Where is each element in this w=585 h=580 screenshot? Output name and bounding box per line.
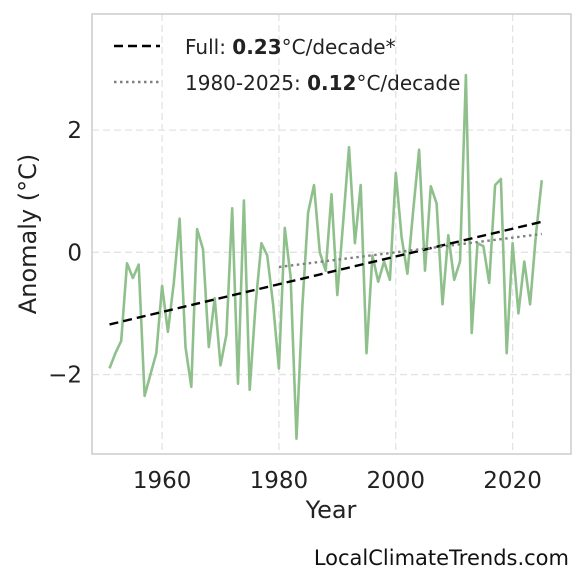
- trend-line-recent: [278, 232, 542, 269]
- x-axis-label: Year: [305, 496, 357, 524]
- y-tick-label: 0: [67, 240, 82, 266]
- legend-recent-label: 1980-2025:: [185, 71, 307, 95]
- y-tick-label: 2: [67, 118, 82, 144]
- legend-recent-value: 0.12: [307, 71, 356, 95]
- legend-full-label: Full:: [185, 35, 232, 59]
- legend-full-unit: °C/decade*: [282, 35, 396, 59]
- credit-text: LocalClimateTrends.com: [313, 546, 569, 570]
- x-tick-label: 2000: [366, 468, 425, 494]
- x-tick-label: 1980: [250, 468, 309, 494]
- legend-entry-full: Full: 0.23°C/decade*: [185, 35, 396, 59]
- legend: Full: 0.23°C/decade* 1980-2025: 0.12°C/d…: [114, 35, 460, 95]
- legend-full-value: 0.23: [232, 35, 281, 59]
- y-axis-label: Anomaly (°C): [14, 154, 42, 314]
- series-layer: [108, 73, 544, 441]
- y-tick-label: −2: [48, 363, 82, 389]
- trend-line-full: [109, 220, 543, 326]
- x-tick-label: 2020: [483, 468, 542, 494]
- x-tick-labels: 1960 1980 2000 2020: [133, 468, 542, 494]
- y-tick-labels: −2 0 2: [48, 118, 82, 388]
- anomaly-series-line: [108, 73, 544, 441]
- trend-layer: [109, 220, 543, 326]
- plot-frame: [91, 13, 572, 455]
- legend-entry-recent: 1980-2025: 0.12°C/decade: [185, 71, 460, 95]
- x-tick-label: 1960: [133, 468, 192, 494]
- legend-recent-unit: °C/decade: [356, 71, 460, 95]
